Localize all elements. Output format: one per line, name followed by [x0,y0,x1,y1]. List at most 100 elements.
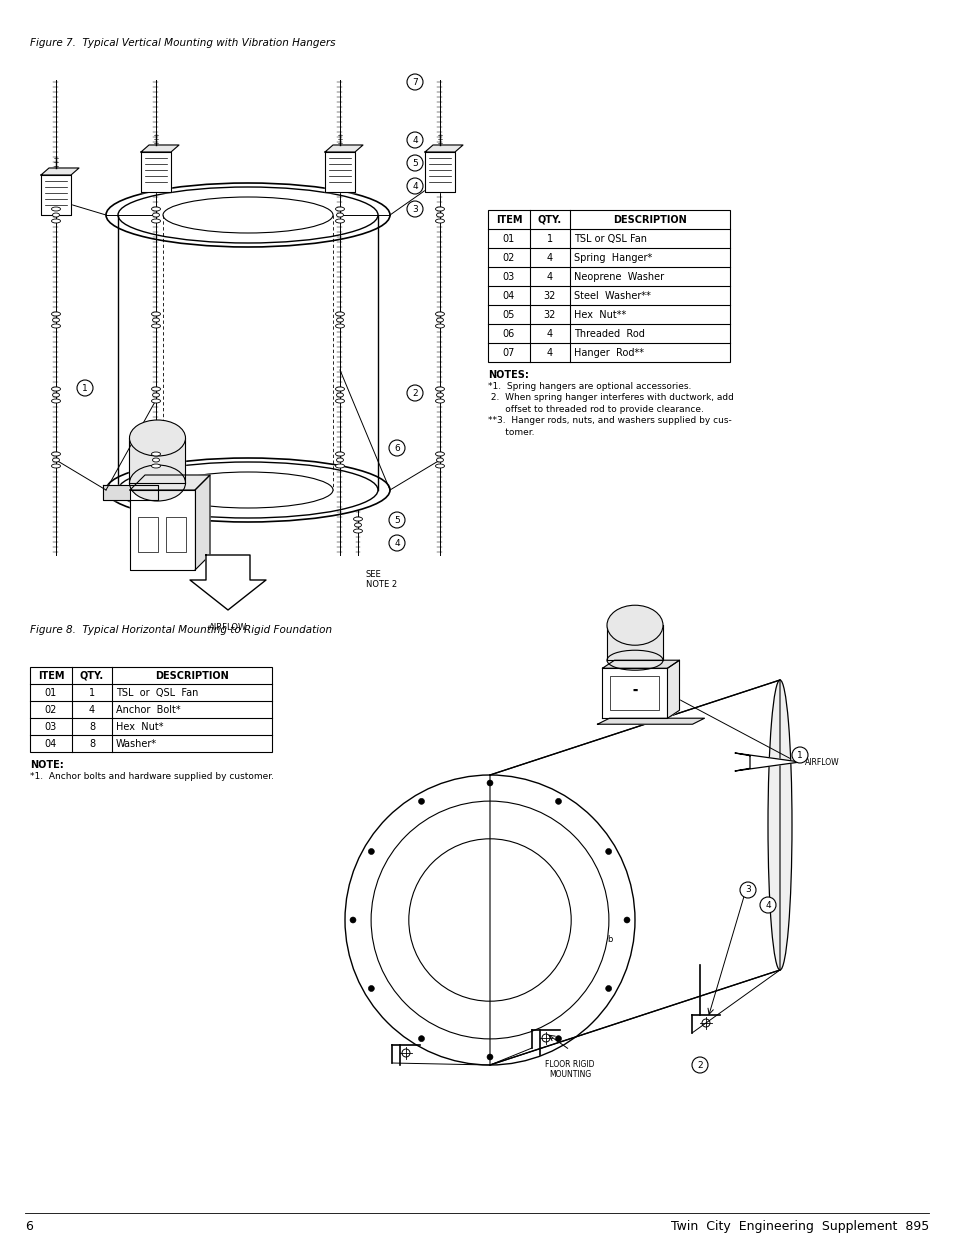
Text: 32: 32 [543,310,556,320]
Ellipse shape [130,420,185,456]
Text: ITEM: ITEM [496,215,521,225]
Circle shape [740,882,755,898]
Ellipse shape [435,387,444,391]
Polygon shape [41,175,71,215]
Ellipse shape [52,458,59,462]
Ellipse shape [152,458,159,462]
Ellipse shape [335,219,344,224]
Text: Spring  Hanger*: Spring Hanger* [574,252,652,263]
Circle shape [77,380,92,396]
Text: 4: 4 [394,538,399,547]
Ellipse shape [152,387,160,391]
Ellipse shape [152,464,160,468]
Polygon shape [597,719,703,724]
Circle shape [407,156,422,170]
Ellipse shape [436,458,443,462]
Circle shape [418,798,424,804]
Polygon shape [103,485,158,500]
Polygon shape [130,438,185,483]
Polygon shape [130,475,210,490]
Text: 2: 2 [412,389,417,398]
Polygon shape [602,668,667,719]
Text: SEE
NOTE 2: SEE NOTE 2 [366,571,396,589]
Text: 6: 6 [394,443,399,452]
Ellipse shape [51,387,60,391]
Ellipse shape [152,212,159,217]
Text: Hanger  Rod**: Hanger Rod** [574,347,643,357]
Circle shape [791,747,807,763]
Circle shape [368,986,374,992]
Circle shape [407,385,422,401]
Ellipse shape [152,317,159,322]
Text: 02: 02 [502,252,515,263]
Circle shape [389,513,405,529]
Text: 8: 8 [89,739,95,748]
Text: DESCRIPTION: DESCRIPTION [155,671,229,680]
Polygon shape [141,144,179,152]
Ellipse shape [51,464,60,468]
Text: offset to threaded rod to provide clearance.: offset to threaded rod to provide cleara… [488,405,703,414]
Text: Figure 7.  Typical Vertical Mounting with Vibration Hangers: Figure 7. Typical Vertical Mounting with… [30,38,335,48]
Text: 04: 04 [45,739,57,748]
Ellipse shape [52,393,59,396]
Ellipse shape [436,317,443,322]
Ellipse shape [767,680,791,969]
Ellipse shape [435,452,444,456]
Ellipse shape [152,393,159,396]
Text: *1.  Anchor bolts and hardware supplied by customer.: *1. Anchor bolts and hardware supplied b… [30,772,274,781]
Text: 1: 1 [546,233,553,243]
Text: 02: 02 [45,704,57,715]
Text: NOTE:: NOTE: [30,760,64,769]
Text: 03: 03 [45,721,57,731]
Circle shape [486,1053,493,1060]
Ellipse shape [335,207,344,211]
Ellipse shape [52,212,59,217]
Text: Twin  City  Engineering  Supplement  895: Twin City Engineering Supplement 895 [670,1220,928,1233]
Ellipse shape [436,212,443,217]
Ellipse shape [606,605,662,645]
Text: TSL  or  QSL  Fan: TSL or QSL Fan [116,688,198,698]
Circle shape [407,178,422,194]
Polygon shape [424,152,455,191]
Text: **3.  Hanger rods, nuts, and washers supplied by cus-: **3. Hanger rods, nuts, and washers supp… [488,416,731,425]
Text: 06: 06 [502,329,515,338]
Text: TSL or QSL Fan: TSL or QSL Fan [574,233,646,243]
Circle shape [407,74,422,90]
Ellipse shape [51,452,60,456]
Bar [30,667,272,752]
Text: 4: 4 [546,272,553,282]
Ellipse shape [335,387,344,391]
Circle shape [389,440,405,456]
Circle shape [418,1036,424,1041]
Bar [610,677,659,710]
Polygon shape [325,152,355,191]
Ellipse shape [435,207,444,211]
Text: ▬: ▬ [632,688,637,693]
Ellipse shape [335,452,344,456]
Ellipse shape [335,312,344,316]
Ellipse shape [152,219,160,224]
Ellipse shape [336,458,343,462]
Polygon shape [41,168,79,175]
Text: 3: 3 [412,205,417,214]
Text: 07: 07 [502,347,515,357]
Ellipse shape [51,324,60,329]
Text: QTY.: QTY. [537,215,561,225]
Text: DESCRIPTION: DESCRIPTION [613,215,686,225]
Ellipse shape [152,399,160,403]
Text: 32: 32 [543,290,556,300]
Ellipse shape [354,517,362,521]
Text: Hex  Nut*: Hex Nut* [116,721,163,731]
Text: 1: 1 [89,688,95,698]
Ellipse shape [336,212,343,217]
Bar [488,210,729,362]
Ellipse shape [435,399,444,403]
Text: 1: 1 [82,384,88,393]
Text: 2.  When spring hanger interferes with ductwork, add: 2. When spring hanger interferes with du… [488,393,733,403]
Text: 03: 03 [502,272,515,282]
Text: 04: 04 [502,290,515,300]
Polygon shape [602,661,679,668]
Text: 4: 4 [546,347,553,357]
Text: Threaded  Rod: Threaded Rod [574,329,644,338]
Ellipse shape [152,324,160,329]
